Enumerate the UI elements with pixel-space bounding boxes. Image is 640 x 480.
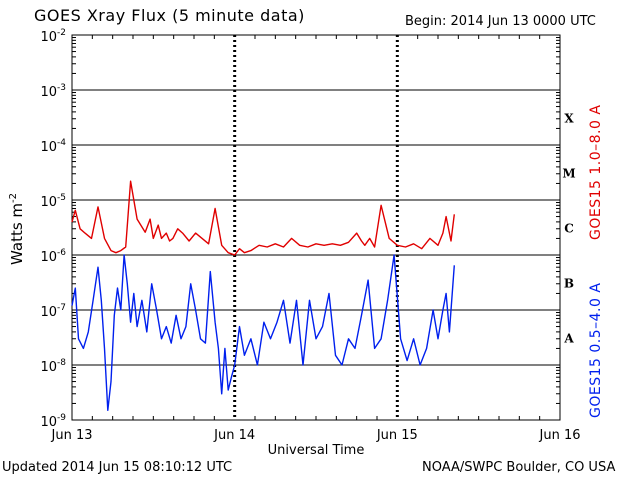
source-credit: NOAA/SWPC Boulder, CO USA [422, 460, 616, 475]
flare-class-C: C [564, 222, 574, 236]
long-channel-label: GOES15 1.0–8.0 A [588, 104, 604, 240]
y-axis-label: Watts m-2 [8, 192, 26, 265]
plot-frame [71, 34, 561, 421]
flare-class-B: B [564, 277, 574, 291]
y-tick-label: 10-5 [40, 193, 66, 210]
y-tick-label: 10-8 [40, 358, 66, 375]
short-channel-label: GOES15 0.5–4.0 A [588, 282, 604, 418]
flare-class-A: A [563, 332, 574, 346]
x-tick-label: Jun 15 [376, 428, 418, 443]
series-short-channel-line [71, 254, 455, 411]
y-tick-label: 10-7 [40, 303, 66, 320]
y-tick-label: 10-2 [40, 28, 66, 45]
flare-class-X: X [564, 112, 574, 126]
y-tick-label: 10-6 [40, 248, 66, 265]
x-tick-label: Jun 13 [51, 428, 93, 443]
updated-timestamp: Updated 2014 Jun 15 08:10:12 UTC [2, 460, 233, 475]
flare-class-M: M [562, 167, 575, 181]
begin-time: Begin: 2014 Jun 13 0000 UTC [405, 14, 596, 29]
chart-title: GOES Xray Flux (5 minute data) [34, 6, 305, 25]
series-long-channel-line [71, 180, 455, 256]
x-axis-label: Universal Time [268, 443, 365, 458]
y-tick-label: 10-3 [40, 83, 66, 100]
x-tick-label: Jun 14 [213, 428, 255, 443]
y-tick-label: 10-4 [40, 138, 66, 155]
x-tick-label: Jun 16 [539, 428, 581, 443]
